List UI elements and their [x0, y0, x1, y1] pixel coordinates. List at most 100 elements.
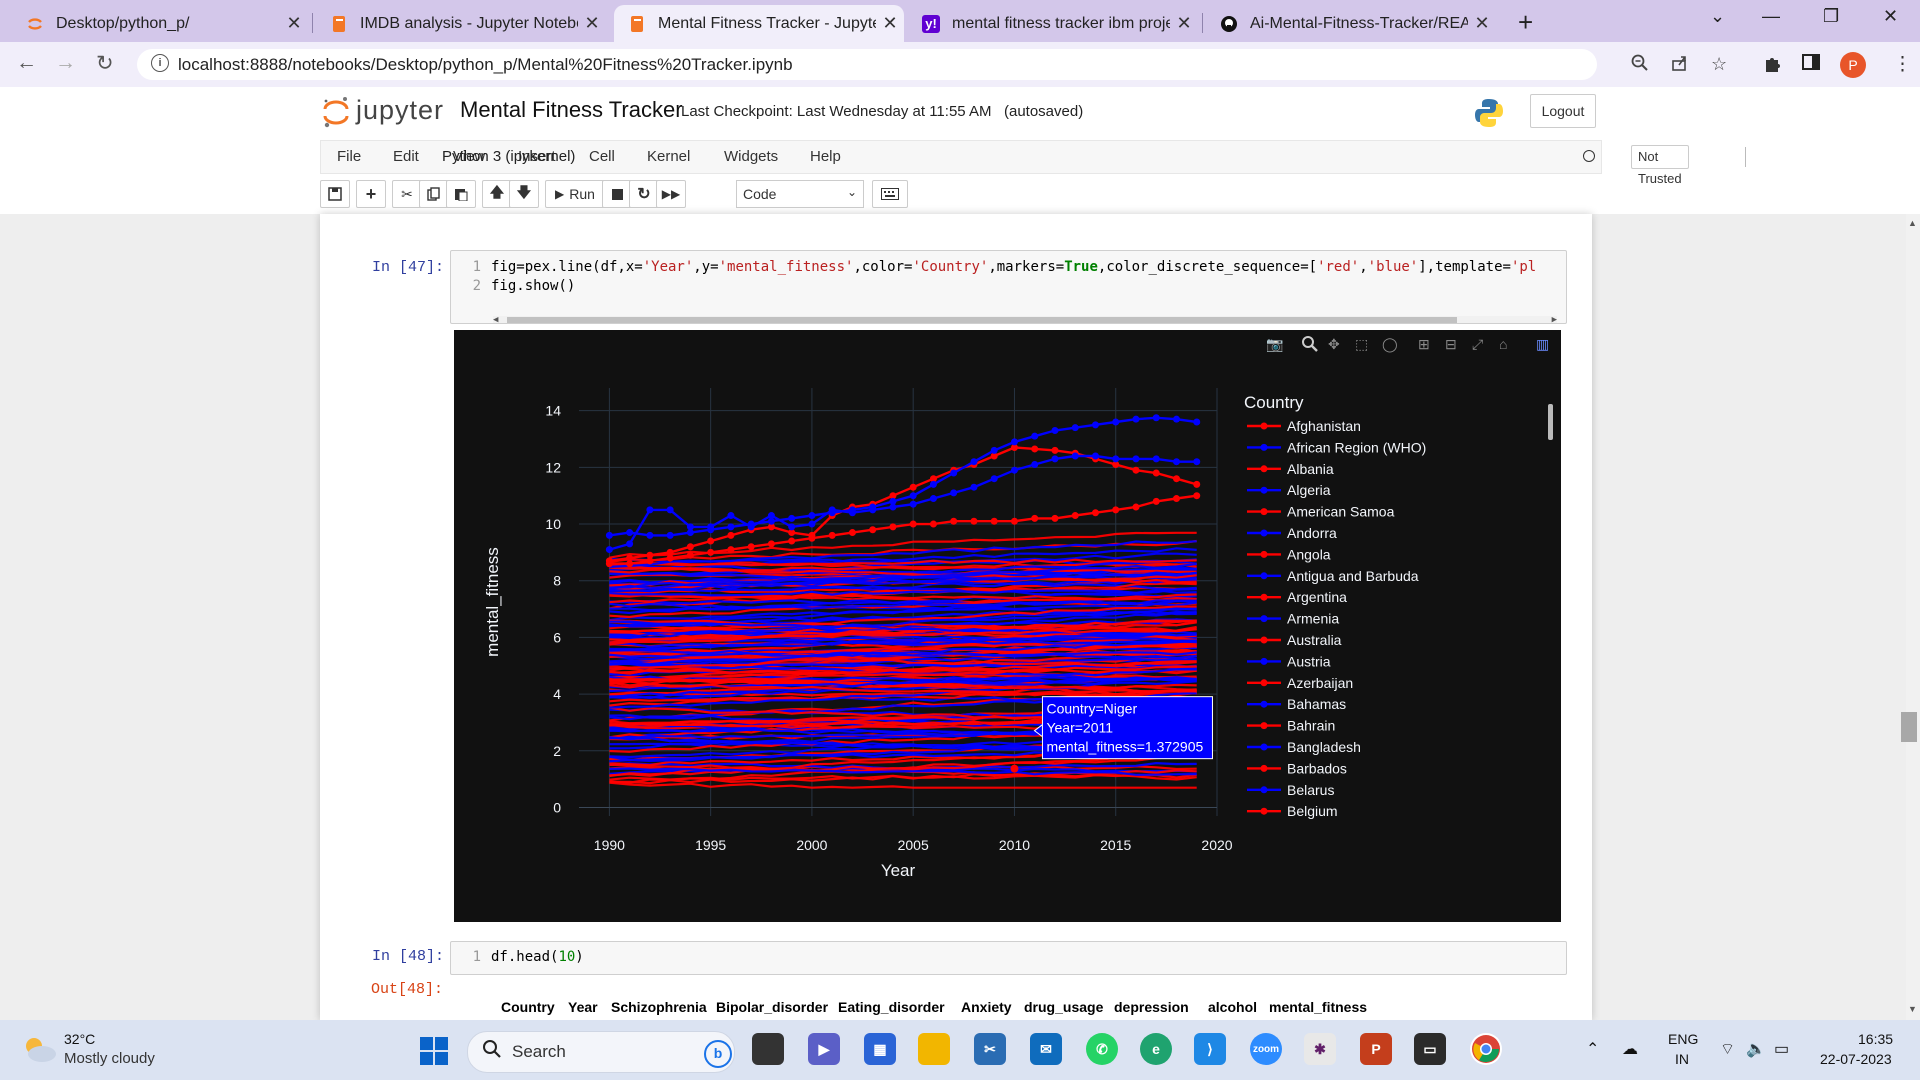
- legend-marker[interactable]: [1260, 443, 1268, 451]
- data-point[interactable]: [1031, 445, 1039, 453]
- plotly-figure[interactable]: 1990 1995 2000 2005 2010 2015 2020 0 2 4 6 8 10 12 14 Y…: [454, 330, 1561, 922]
- data-point[interactable]: [747, 543, 755, 551]
- data-point[interactable]: [646, 506, 654, 514]
- powerpoint-icon[interactable]: P: [1360, 1033, 1392, 1065]
- data-point[interactable]: [1010, 444, 1018, 452]
- data-point[interactable]: [1071, 452, 1079, 460]
- slack-icon[interactable]: ✱: [1304, 1033, 1336, 1065]
- data-point[interactable]: [788, 529, 796, 537]
- series-line[interactable]: [609, 756, 1197, 777]
- legend-marker[interactable]: [1260, 636, 1268, 644]
- legend-item[interactable]: Angola: [1287, 546, 1331, 562]
- data-point[interactable]: [626, 529, 634, 537]
- restart-run-all-button[interactable]: ▶▶: [656, 180, 686, 208]
- series-line[interactable]: [609, 605, 1197, 633]
- data-point[interactable]: [889, 497, 897, 505]
- zoom-out-icon[interactable]: ⊟: [1445, 336, 1457, 352]
- extensions-icon[interactable]: [1762, 53, 1782, 79]
- minimize-icon[interactable]: —: [1762, 6, 1780, 26]
- data-point[interactable]: [1071, 512, 1079, 520]
- close-icon[interactable]: ✕: [1474, 13, 1490, 33]
- series-line[interactable]: [609, 562, 1197, 589]
- data-point[interactable]: [767, 523, 775, 531]
- cell-type-select[interactable]: Code ⌄: [736, 180, 864, 208]
- legend-item[interactable]: Afghanistan: [1287, 418, 1361, 434]
- legend-marker[interactable]: [1260, 679, 1268, 687]
- data-point[interactable]: [1152, 469, 1160, 477]
- menu-view[interactable]: View: [453, 148, 486, 165]
- data-point[interactable]: [1091, 452, 1099, 460]
- legend-marker[interactable]: [1260, 615, 1268, 623]
- series-line[interactable]: [609, 680, 1197, 709]
- task-view-icon[interactable]: [752, 1033, 784, 1065]
- autoscale-icon[interactable]: ⤢: [1472, 336, 1484, 352]
- weather-description[interactable]: Mostly cloudy: [64, 1050, 155, 1067]
- data-point[interactable]: [950, 489, 958, 497]
- tab-mental-fitness[interactable]: Mental Fitness Tracker - Jupyter N ✕: [614, 5, 904, 42]
- legend-item[interactable]: Albania: [1287, 461, 1334, 477]
- legend-item[interactable]: Andorra: [1287, 525, 1337, 541]
- data-point[interactable]: [1010, 438, 1018, 446]
- menu-cell[interactable]: Cell: [589, 148, 615, 165]
- legend-item[interactable]: Azerbaijan: [1287, 675, 1353, 691]
- more-menu-icon[interactable]: ⋮: [1893, 54, 1912, 75]
- profile-avatar[interactable]: P: [1840, 52, 1866, 78]
- tab-github-readme[interactable]: Ai-Mental-Fitness-Tracker/READM ✕: [1206, 5, 1496, 42]
- data-point[interactable]: [666, 548, 674, 556]
- series-line[interactable]: [609, 588, 1197, 597]
- legend-item[interactable]: American Samoa: [1287, 504, 1395, 520]
- data-point[interactable]: [970, 483, 978, 491]
- legend-item[interactable]: Australia: [1287, 632, 1342, 648]
- language-region[interactable]: IN: [1675, 1051, 1689, 1067]
- legend-item[interactable]: Bangladesh: [1287, 739, 1361, 755]
- data-point[interactable]: [1010, 517, 1018, 525]
- cell-47-code[interactable]: 1 2 fig=pex.line(df,x='Year',y='mental_f…: [450, 250, 1567, 324]
- data-point[interactable]: [1031, 461, 1039, 469]
- onedrive-icon[interactable]: ☁: [1622, 1041, 1638, 1058]
- data-point[interactable]: [767, 517, 775, 525]
- data-point[interactable]: [1132, 455, 1140, 463]
- data-point[interactable]: [929, 480, 937, 488]
- legend-marker[interactable]: [1260, 786, 1268, 794]
- data-point[interactable]: [909, 500, 917, 508]
- weather-cloud-icon[interactable]: [20, 1034, 58, 1064]
- data-point[interactable]: [1031, 514, 1039, 522]
- cut-button[interactable]: ✂: [392, 180, 422, 208]
- data-point[interactable]: [767, 540, 775, 548]
- data-point[interactable]: [808, 534, 816, 542]
- series-line[interactable]: [609, 651, 1197, 658]
- bookmark-star-icon[interactable]: ☆: [1711, 54, 1728, 74]
- menu-edit[interactable]: Edit: [393, 148, 419, 165]
- data-point[interactable]: [1152, 414, 1160, 422]
- legend-item[interactable]: Antigua and Barbuda: [1287, 568, 1419, 584]
- data-point[interactable]: [666, 531, 674, 539]
- new-tab-icon[interactable]: +: [1518, 7, 1534, 37]
- scroll-right-icon[interactable]: ▶: [1551, 315, 1557, 324]
- legend-marker[interactable]: [1260, 422, 1268, 430]
- series-line[interactable]: [609, 607, 1197, 640]
- windows-start-icon[interactable]: [419, 1036, 449, 1066]
- data-point[interactable]: [1091, 421, 1099, 429]
- data-point[interactable]: [909, 483, 917, 491]
- data-point[interactable]: [1091, 509, 1099, 517]
- series-line[interactable]: [609, 681, 1197, 700]
- series-line[interactable]: [609, 593, 1197, 602]
- menu-insert[interactable]: Insert: [518, 148, 556, 165]
- edge-icon[interactable]: e: [1140, 1033, 1172, 1065]
- wifi-icon[interactable]: ⌔: [1720, 1041, 1736, 1058]
- data-point[interactable]: [727, 512, 735, 520]
- data-point[interactable]: [1152, 497, 1160, 505]
- zoom-icon[interactable]: [1631, 54, 1649, 77]
- data-point[interactable]: [747, 523, 755, 531]
- data-point[interactable]: [889, 503, 897, 511]
- data-point[interactable]: [686, 523, 694, 531]
- paste-button[interactable]: [446, 180, 476, 208]
- data-point[interactable]: [646, 557, 654, 565]
- data-point[interactable]: [889, 492, 897, 500]
- code-scrollbar-thumb[interactable]: [507, 317, 1457, 323]
- data-point[interactable]: [929, 495, 937, 503]
- zoom-in-icon[interactable]: ⊞: [1418, 336, 1430, 352]
- series-line[interactable]: [609, 642, 1197, 672]
- data-point[interactable]: [788, 514, 796, 522]
- data-point[interactable]: [686, 551, 694, 559]
